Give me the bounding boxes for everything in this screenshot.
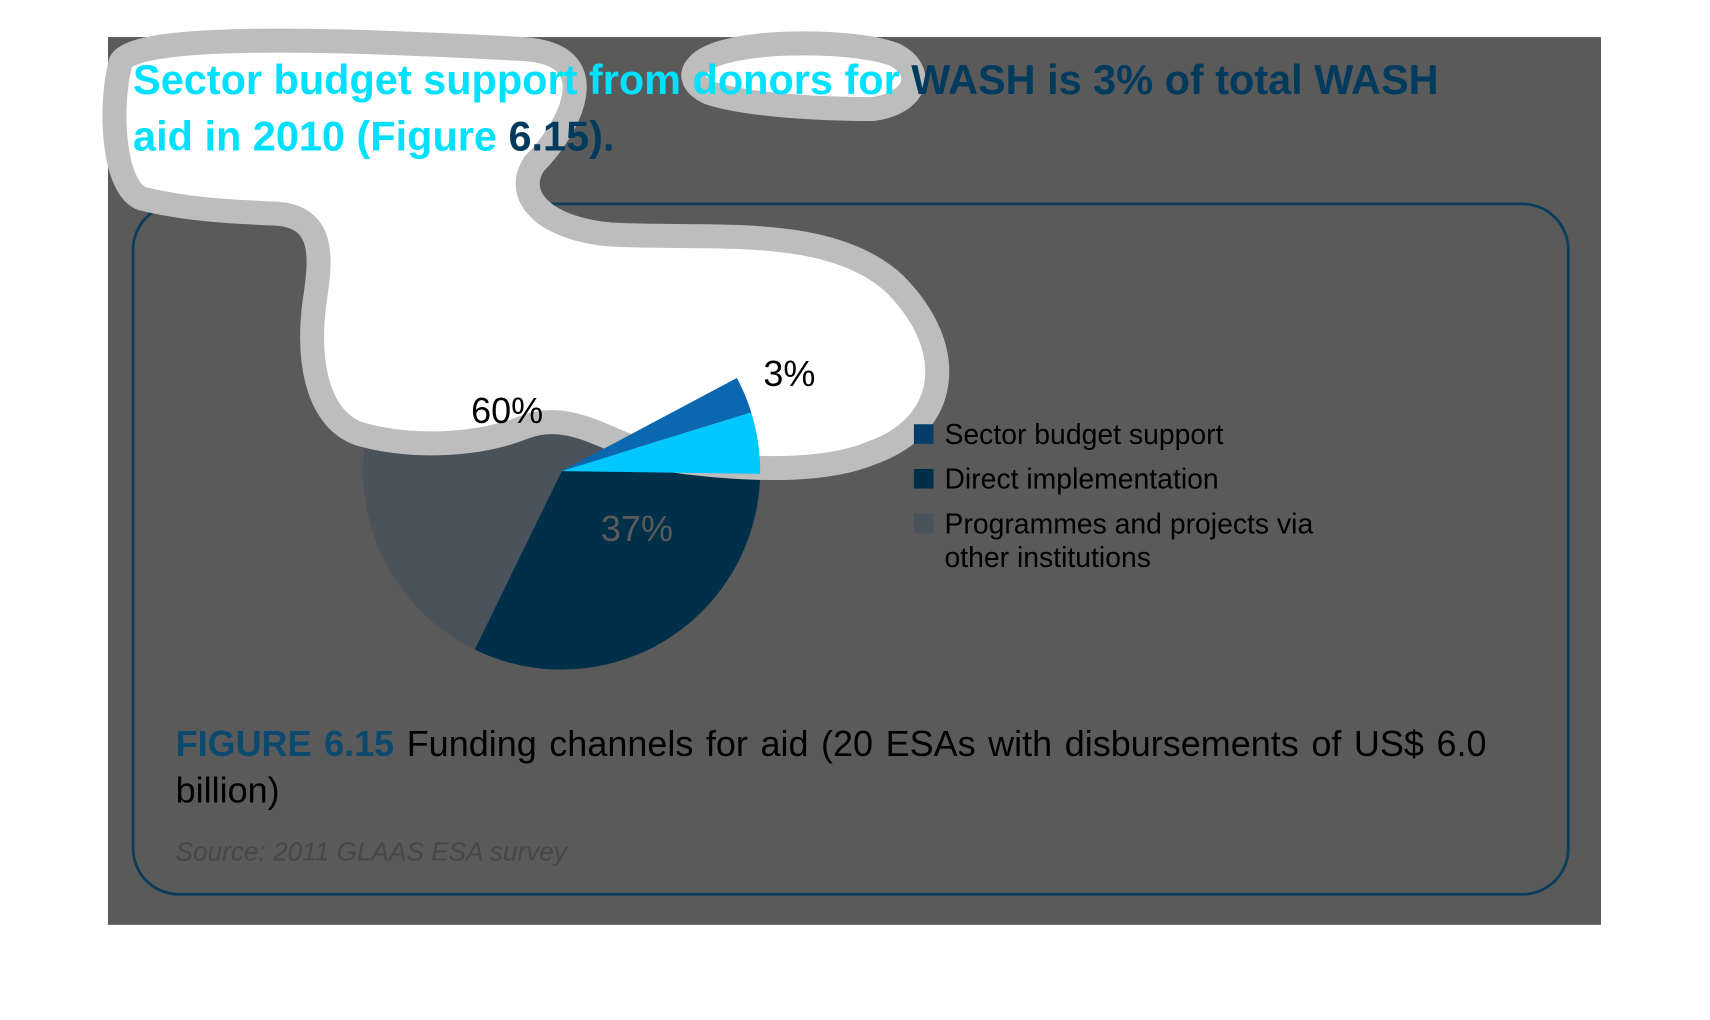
data-label-3: 3% <box>763 353 816 394</box>
pie-slice-highlight-wedge <box>561 412 761 474</box>
spotlight-blob <box>102 28 950 481</box>
pie-highlight <box>561 377 761 474</box>
legend-item-programmes: Programmes and projects via other institu… <box>913 507 1314 575</box>
heading-line1-rest: WASH is 3% of total WASH <box>899 57 1439 104</box>
legend-item-sector-budget: Sector budget support <box>913 417 1224 452</box>
legend-swatch <box>913 468 934 489</box>
source-note: Source: 2011 GLAAS ESA survey <box>175 837 567 868</box>
heading-line1-highlight: Sector budget support from donors for <box>133 57 900 104</box>
heading-line2-highlight: aid in 2010 (Figure <box>133 114 497 161</box>
page-heading: Sector budget support from donors for WA… <box>133 52 1438 165</box>
legend-swatch <box>913 424 934 444</box>
caption-text: Funding channels for aid (20 ESAs with d… <box>175 723 1487 811</box>
legend-label: Programmes and projects via other institu… <box>944 507 1314 574</box>
legend-label: Direct implementation <box>944 462 1219 496</box>
figure-caption: FIGURE 6.15 Funding channels for aid (20… <box>176 720 1487 814</box>
data-label-37: 37% <box>600 508 673 549</box>
legend-label: Sector budget support <box>944 417 1224 451</box>
pie-slice-sector-budget-highlight <box>561 377 752 472</box>
data-label-60: 60% <box>471 390 544 431</box>
legend-item-direct: Direct implementation <box>913 462 1219 496</box>
legend-swatch <box>913 513 934 534</box>
pie-slice-direct <box>474 412 761 670</box>
heading-line2-rest: 6.15). <box>496 114 615 161</box>
spotlight-blob-small <box>681 31 926 122</box>
figure-label: FIGURE 6.15 <box>175 723 395 764</box>
figure-frame <box>131 202 1570 896</box>
